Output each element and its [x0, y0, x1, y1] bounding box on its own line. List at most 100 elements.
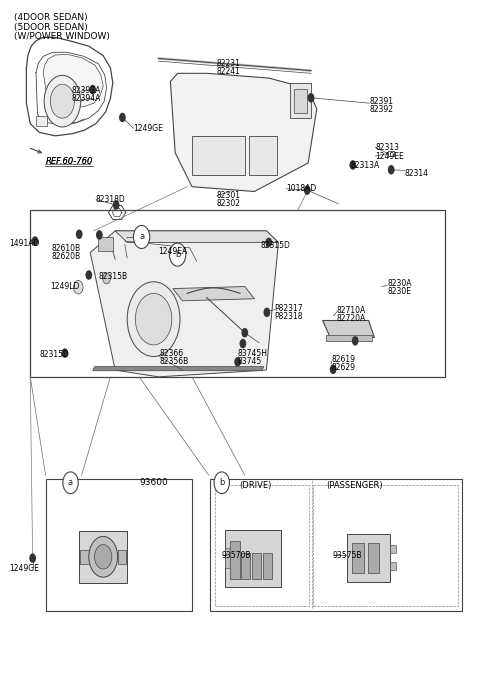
Circle shape: [76, 230, 83, 239]
Text: 1249GE: 1249GE: [10, 564, 39, 573]
Bar: [290, 83, 311, 118]
Circle shape: [29, 553, 36, 563]
Circle shape: [50, 84, 74, 118]
Circle shape: [63, 472, 78, 494]
Polygon shape: [173, 287, 254, 301]
Text: 93600: 93600: [139, 477, 168, 487]
Text: 1249GE: 1249GE: [133, 124, 163, 133]
Text: 82313A: 82313A: [350, 161, 380, 170]
Bar: [46, 479, 192, 611]
Text: 82710A: 82710A: [337, 306, 366, 315]
Circle shape: [95, 545, 112, 569]
Circle shape: [61, 348, 68, 358]
Bar: [352, 543, 364, 573]
Bar: [215, 485, 309, 606]
Circle shape: [133, 225, 150, 249]
Text: b: b: [175, 250, 180, 259]
Text: (W/POWER WINDOW): (W/POWER WINDOW): [14, 32, 110, 41]
Bar: [79, 531, 127, 583]
Text: (PASSENGER): (PASSENGER): [326, 481, 383, 490]
Text: 83745H: 83745H: [237, 349, 267, 359]
Text: 82393A: 82393A: [71, 86, 100, 96]
Bar: [225, 548, 230, 568]
Polygon shape: [90, 231, 278, 377]
Text: a: a: [139, 232, 144, 242]
Text: 82610B: 82610B: [51, 244, 81, 253]
Circle shape: [113, 200, 120, 210]
Circle shape: [308, 93, 314, 103]
Text: 82302: 82302: [217, 199, 241, 208]
Text: 1249LD: 1249LD: [50, 282, 79, 291]
Circle shape: [89, 536, 118, 577]
Text: 1018AD: 1018AD: [286, 184, 316, 194]
Circle shape: [44, 75, 81, 127]
Bar: [98, 237, 113, 251]
Bar: [252, 553, 261, 579]
Text: 82231: 82231: [217, 59, 241, 69]
Text: 1249EA: 1249EA: [158, 246, 188, 256]
Polygon shape: [93, 367, 264, 371]
Text: 82241: 82241: [217, 67, 241, 77]
Bar: [294, 89, 307, 113]
Bar: [192, 136, 245, 175]
Text: 82313: 82313: [375, 143, 399, 152]
Text: 82619: 82619: [331, 354, 355, 364]
Circle shape: [214, 472, 229, 494]
Circle shape: [32, 236, 38, 246]
Text: REF.60-760: REF.60-760: [46, 157, 93, 166]
Text: 82394A: 82394A: [71, 94, 100, 103]
Text: 8230A: 8230A: [387, 279, 412, 289]
Text: 82315D: 82315D: [261, 241, 290, 251]
Bar: [313, 485, 458, 606]
Text: 82366: 82366: [159, 349, 183, 359]
Text: REF.60-760: REF.60-760: [46, 157, 93, 166]
Text: 82315B: 82315B: [98, 272, 128, 281]
Bar: [390, 545, 396, 553]
Circle shape: [264, 308, 270, 317]
Bar: [230, 541, 240, 579]
Text: 93575B: 93575B: [333, 551, 362, 560]
Circle shape: [265, 238, 272, 247]
Circle shape: [352, 336, 359, 346]
Bar: [263, 553, 272, 579]
Bar: [368, 543, 379, 573]
Polygon shape: [115, 231, 278, 242]
Circle shape: [388, 165, 395, 175]
Circle shape: [75, 282, 82, 292]
Bar: [390, 562, 396, 570]
Text: b: b: [219, 478, 225, 488]
Bar: [347, 534, 390, 582]
Circle shape: [103, 273, 110, 284]
Text: 82629: 82629: [331, 363, 355, 372]
Circle shape: [241, 328, 248, 337]
Text: P82318: P82318: [275, 312, 303, 321]
Polygon shape: [170, 73, 317, 191]
Bar: [36, 116, 47, 126]
Circle shape: [349, 160, 356, 170]
Bar: [118, 550, 126, 564]
Text: 82392: 82392: [370, 105, 394, 115]
Polygon shape: [323, 320, 374, 337]
Circle shape: [304, 185, 311, 195]
Text: 82391: 82391: [370, 97, 394, 107]
Text: 82318D: 82318D: [95, 195, 125, 204]
Text: 82314: 82314: [405, 168, 429, 178]
Bar: [225, 530, 281, 587]
Circle shape: [135, 293, 172, 345]
Text: 82356B: 82356B: [159, 357, 189, 367]
Text: a: a: [68, 478, 73, 488]
Circle shape: [89, 85, 96, 94]
Circle shape: [96, 230, 103, 240]
Circle shape: [85, 270, 92, 280]
Text: 82315D: 82315D: [39, 350, 69, 359]
Circle shape: [330, 365, 336, 374]
Text: (4DOOR SEDAN): (4DOOR SEDAN): [14, 13, 88, 22]
Circle shape: [119, 113, 126, 122]
Circle shape: [127, 282, 180, 356]
Text: 93570B: 93570B: [222, 551, 251, 560]
Circle shape: [169, 243, 186, 266]
Text: P82317: P82317: [275, 304, 303, 313]
Text: (DRIVE): (DRIVE): [239, 481, 271, 490]
Text: (5DOOR SEDAN): (5DOOR SEDAN): [14, 22, 88, 32]
Text: 1249EE: 1249EE: [375, 151, 404, 161]
